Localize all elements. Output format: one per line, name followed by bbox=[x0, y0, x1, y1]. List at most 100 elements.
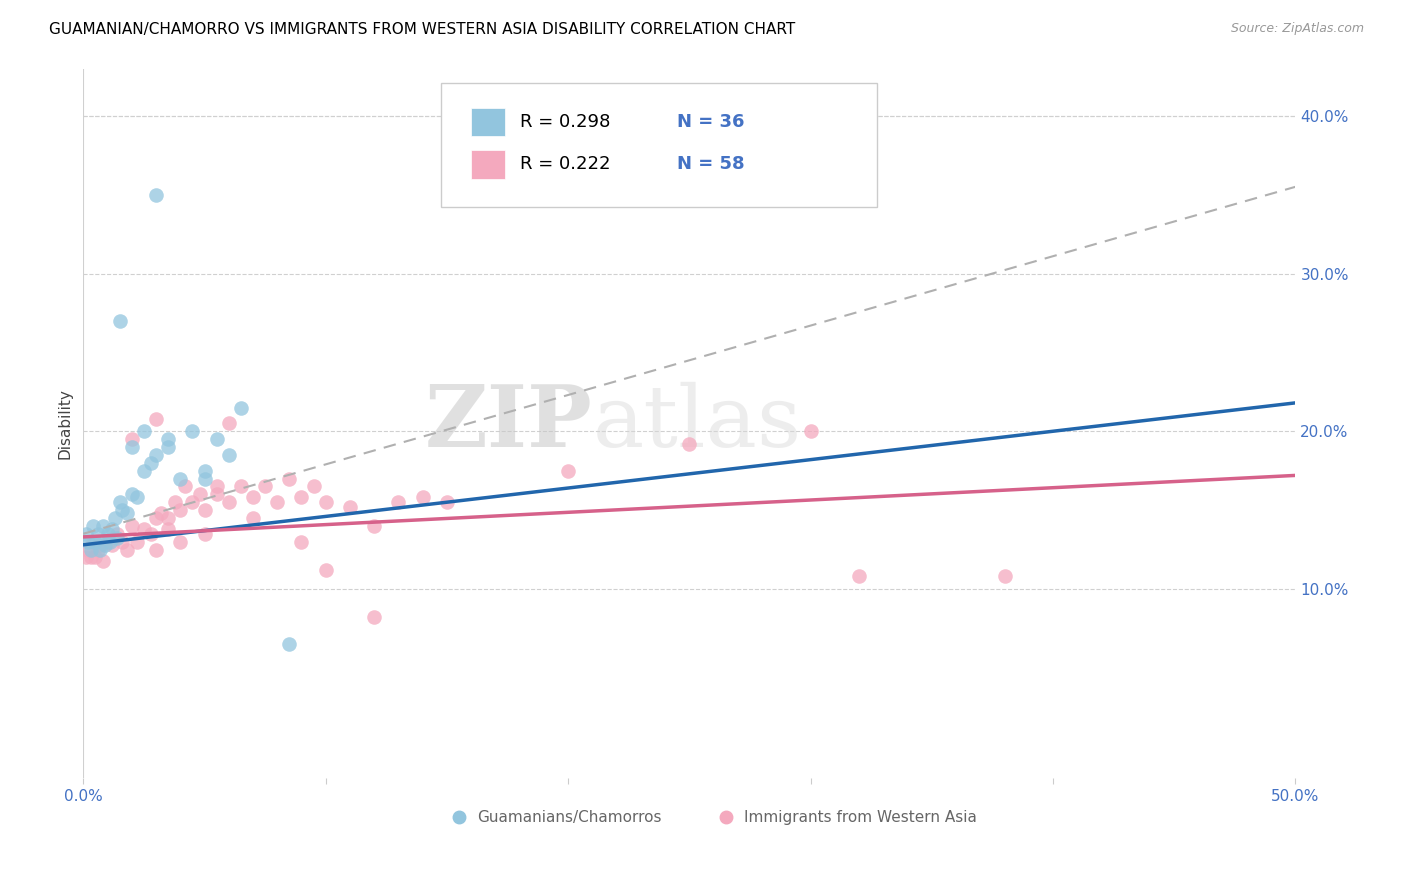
Point bbox=[169, 503, 191, 517]
Point bbox=[84, 550, 107, 565]
Point bbox=[193, 503, 215, 517]
Point bbox=[125, 534, 148, 549]
Point bbox=[181, 495, 204, 509]
Point bbox=[82, 534, 104, 549]
Point bbox=[149, 506, 172, 520]
Point bbox=[96, 526, 118, 541]
Point bbox=[87, 526, 110, 541]
Text: GUAMANIAN/CHAMORRO VS IMMIGRANTS FROM WESTERN ASIA DISABILITY CORRELATION CHART: GUAMANIAN/CHAMORRO VS IMMIGRANTS FROM WE… bbox=[49, 22, 796, 37]
Point bbox=[188, 487, 211, 501]
Point bbox=[157, 522, 180, 536]
Point bbox=[302, 479, 325, 493]
Point bbox=[125, 491, 148, 505]
Point bbox=[205, 432, 228, 446]
Point bbox=[278, 472, 301, 486]
Point bbox=[387, 495, 409, 509]
Point bbox=[181, 424, 204, 438]
Text: N = 36: N = 36 bbox=[678, 112, 745, 131]
Point bbox=[141, 456, 163, 470]
Point bbox=[218, 495, 240, 509]
Text: Immigrants from Western Asia: Immigrants from Western Asia bbox=[744, 810, 977, 825]
Text: Guamanians/Chamorros: Guamanians/Chamorros bbox=[477, 810, 662, 825]
Point bbox=[121, 440, 143, 454]
Point bbox=[157, 432, 180, 446]
Point bbox=[339, 500, 361, 514]
Point bbox=[290, 534, 312, 549]
Point bbox=[108, 314, 131, 328]
Point bbox=[91, 519, 114, 533]
Point bbox=[290, 491, 312, 505]
Point bbox=[678, 437, 700, 451]
Point bbox=[218, 417, 240, 431]
Point bbox=[89, 542, 111, 557]
Point bbox=[145, 511, 167, 525]
Point bbox=[229, 401, 252, 415]
Point bbox=[848, 569, 870, 583]
Point bbox=[363, 610, 385, 624]
Point bbox=[315, 563, 337, 577]
Text: R = 0.298: R = 0.298 bbox=[520, 112, 610, 131]
Point bbox=[169, 472, 191, 486]
Point bbox=[436, 495, 458, 509]
Point bbox=[145, 448, 167, 462]
Point bbox=[242, 491, 264, 505]
Point bbox=[205, 479, 228, 493]
Point bbox=[174, 479, 197, 493]
Point bbox=[132, 522, 155, 536]
Point bbox=[242, 511, 264, 525]
Point bbox=[121, 519, 143, 533]
Point bbox=[87, 542, 110, 557]
Point bbox=[105, 526, 128, 541]
Point bbox=[169, 534, 191, 549]
Text: ZIP: ZIP bbox=[425, 382, 592, 466]
Point bbox=[145, 542, 167, 557]
Point bbox=[218, 448, 240, 462]
Point bbox=[75, 526, 97, 541]
Point bbox=[105, 532, 128, 546]
Point bbox=[77, 542, 100, 557]
Point bbox=[101, 538, 124, 552]
Point bbox=[77, 534, 100, 549]
Y-axis label: Disability: Disability bbox=[58, 388, 72, 458]
Point bbox=[89, 538, 111, 552]
Point bbox=[121, 487, 143, 501]
Point bbox=[193, 526, 215, 541]
Point bbox=[111, 534, 134, 549]
Point bbox=[993, 569, 1015, 583]
Point bbox=[157, 440, 180, 454]
Point bbox=[84, 534, 107, 549]
Point bbox=[141, 526, 163, 541]
Point bbox=[278, 637, 301, 651]
Point bbox=[193, 472, 215, 486]
Text: Source: ZipAtlas.com: Source: ZipAtlas.com bbox=[1230, 22, 1364, 36]
FancyBboxPatch shape bbox=[441, 83, 877, 207]
Point bbox=[79, 542, 101, 557]
Point bbox=[132, 424, 155, 438]
Point bbox=[157, 511, 180, 525]
Point bbox=[82, 519, 104, 533]
Point bbox=[145, 411, 167, 425]
Point bbox=[132, 464, 155, 478]
Text: atlas: atlas bbox=[592, 382, 801, 465]
Point bbox=[115, 506, 138, 520]
Point bbox=[254, 479, 277, 493]
Point bbox=[145, 187, 167, 202]
Point bbox=[193, 464, 215, 478]
Point bbox=[229, 479, 252, 493]
Text: N = 58: N = 58 bbox=[678, 155, 745, 173]
Point bbox=[266, 495, 288, 509]
Point bbox=[363, 519, 385, 533]
Point bbox=[91, 553, 114, 567]
Point bbox=[101, 522, 124, 536]
Point bbox=[800, 424, 823, 438]
Text: R = 0.222: R = 0.222 bbox=[520, 155, 610, 173]
FancyBboxPatch shape bbox=[471, 150, 505, 178]
Point bbox=[165, 495, 187, 509]
Point bbox=[104, 511, 127, 525]
Point bbox=[115, 542, 138, 557]
Point bbox=[96, 534, 118, 549]
Point bbox=[98, 534, 121, 549]
Point bbox=[121, 432, 143, 446]
Point bbox=[412, 491, 434, 505]
Point bbox=[111, 503, 134, 517]
